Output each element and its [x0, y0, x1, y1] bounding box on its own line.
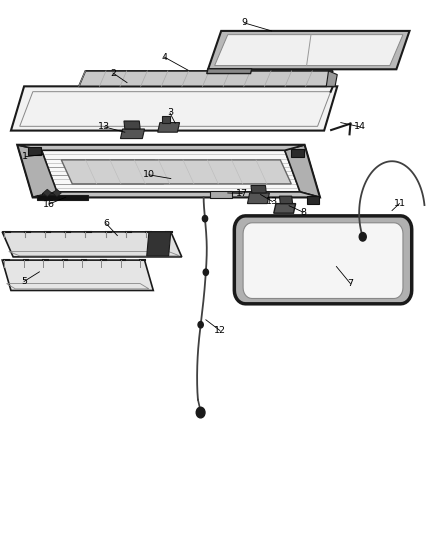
Polygon shape	[207, 69, 252, 74]
Polygon shape	[234, 216, 412, 304]
Circle shape	[198, 321, 203, 328]
Polygon shape	[53, 189, 61, 197]
Polygon shape	[33, 192, 320, 197]
Polygon shape	[42, 150, 300, 192]
Polygon shape	[147, 232, 171, 256]
Text: 17: 17	[236, 189, 248, 198]
Polygon shape	[291, 149, 304, 157]
Text: 4: 4	[161, 53, 167, 61]
Polygon shape	[247, 193, 269, 204]
Polygon shape	[210, 191, 232, 198]
Text: 6: 6	[103, 220, 110, 228]
Polygon shape	[28, 147, 41, 155]
Polygon shape	[18, 145, 320, 197]
Text: 9: 9	[241, 19, 247, 27]
Polygon shape	[162, 116, 170, 123]
Polygon shape	[279, 196, 293, 204]
Polygon shape	[11, 86, 337, 131]
Circle shape	[359, 232, 366, 241]
Text: 16: 16	[43, 200, 55, 208]
Polygon shape	[2, 260, 153, 290]
Text: 11: 11	[393, 199, 406, 208]
Polygon shape	[124, 121, 140, 129]
Circle shape	[202, 215, 208, 222]
Polygon shape	[18, 145, 304, 150]
Polygon shape	[251, 185, 266, 193]
Polygon shape	[243, 223, 403, 298]
Polygon shape	[18, 145, 57, 197]
Polygon shape	[215, 35, 403, 66]
Polygon shape	[285, 145, 320, 197]
Text: 3: 3	[167, 109, 173, 117]
Text: 14: 14	[354, 123, 366, 131]
Text: 13: 13	[266, 197, 279, 206]
Text: 12: 12	[214, 326, 226, 335]
Polygon shape	[2, 232, 182, 257]
Polygon shape	[326, 71, 337, 86]
Polygon shape	[208, 31, 410, 69]
Text: 1: 1	[22, 152, 28, 161]
Text: 13: 13	[98, 123, 110, 131]
Text: 5: 5	[21, 277, 27, 286]
Text: 7: 7	[347, 279, 353, 288]
Polygon shape	[274, 204, 296, 213]
Polygon shape	[158, 123, 180, 132]
Polygon shape	[120, 129, 145, 139]
Text: 10: 10	[143, 171, 155, 179]
Polygon shape	[79, 71, 333, 86]
Text: 2: 2	[110, 69, 116, 77]
Circle shape	[203, 269, 208, 276]
Polygon shape	[307, 196, 319, 204]
Polygon shape	[61, 160, 291, 184]
Polygon shape	[42, 193, 54, 200]
Circle shape	[196, 407, 205, 418]
Polygon shape	[43, 189, 52, 197]
Polygon shape	[37, 195, 88, 200]
Text: 8: 8	[300, 208, 306, 216]
